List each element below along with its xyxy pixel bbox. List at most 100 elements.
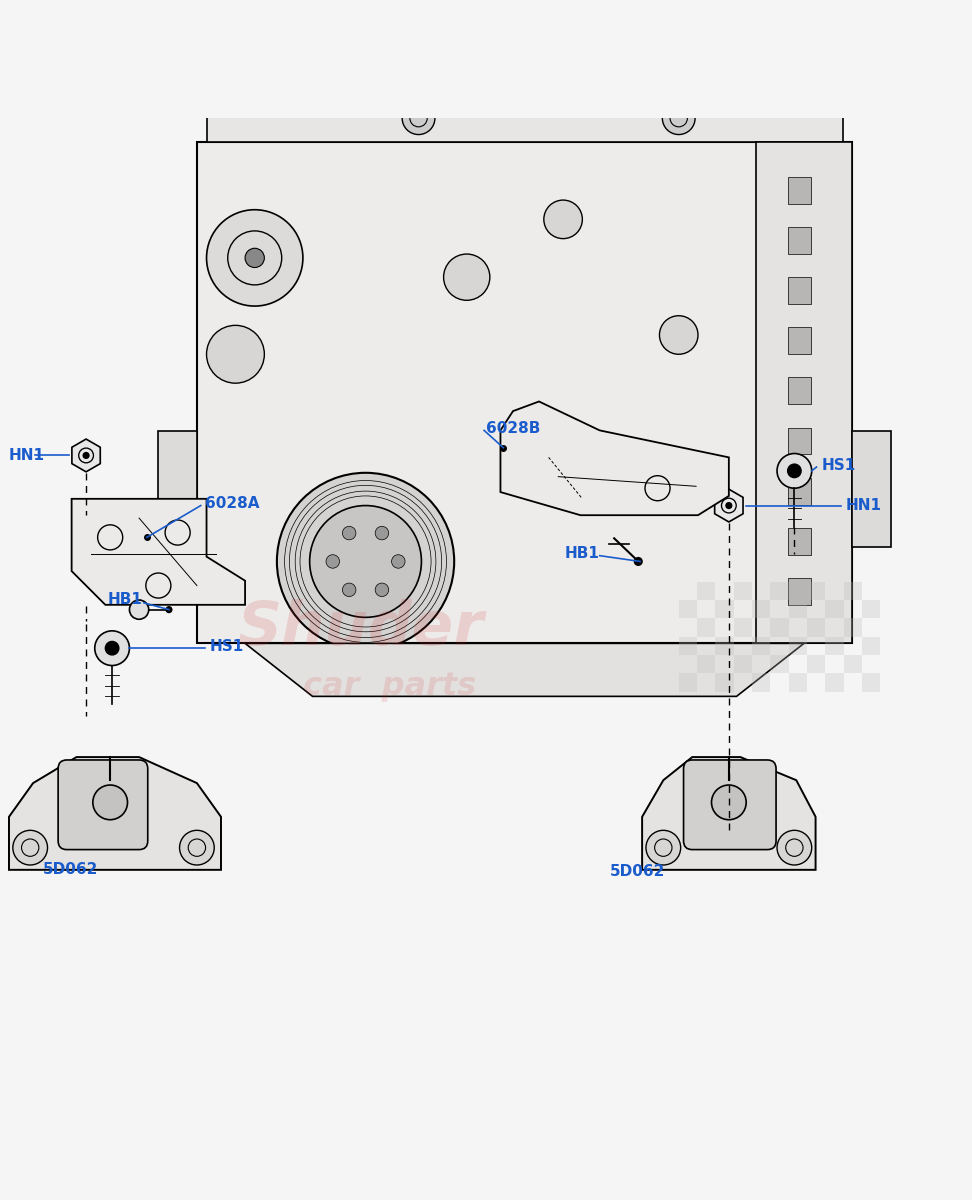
Bar <box>787 377 811 404</box>
Circle shape <box>105 642 119 655</box>
Circle shape <box>342 583 356 596</box>
Text: HN1: HN1 <box>846 498 882 514</box>
Polygon shape <box>756 143 852 643</box>
Text: Shuder: Shuder <box>237 600 484 659</box>
Circle shape <box>635 558 642 565</box>
Circle shape <box>392 554 405 568</box>
Bar <box>844 582 862 600</box>
Bar <box>807 655 825 673</box>
Circle shape <box>375 527 389 540</box>
Circle shape <box>662 102 695 134</box>
Bar <box>788 637 807 655</box>
Text: 5D062: 5D062 <box>43 863 98 877</box>
Bar <box>715 600 734 618</box>
Bar <box>752 600 770 618</box>
Bar <box>787 427 811 455</box>
Circle shape <box>206 210 303 306</box>
Circle shape <box>726 503 732 509</box>
Bar <box>697 582 715 600</box>
Circle shape <box>777 454 812 488</box>
Bar <box>770 582 788 600</box>
Circle shape <box>310 505 422 617</box>
Bar <box>787 227 811 254</box>
Polygon shape <box>9 757 221 870</box>
Bar <box>787 528 811 554</box>
Bar <box>697 618 715 637</box>
Bar <box>501 83 553 103</box>
Bar <box>807 582 825 600</box>
Bar <box>752 673 770 691</box>
Bar <box>697 655 715 673</box>
Bar <box>787 578 811 605</box>
Circle shape <box>13 830 48 865</box>
Bar <box>336 83 390 103</box>
Bar <box>788 600 807 618</box>
Bar <box>844 655 862 673</box>
Polygon shape <box>501 402 729 515</box>
Polygon shape <box>852 431 890 547</box>
Circle shape <box>94 631 129 666</box>
Circle shape <box>92 785 127 820</box>
Bar <box>787 176 811 204</box>
Circle shape <box>543 200 582 239</box>
Circle shape <box>84 452 89 458</box>
Circle shape <box>206 325 264 383</box>
Circle shape <box>787 464 801 478</box>
Circle shape <box>659 316 698 354</box>
Text: 6028A: 6028A <box>205 496 260 511</box>
Polygon shape <box>72 439 100 472</box>
FancyBboxPatch shape <box>683 760 776 850</box>
Bar <box>787 328 811 354</box>
Bar <box>419 83 471 103</box>
Bar <box>787 478 811 504</box>
Bar <box>734 655 752 673</box>
Text: 6028B: 6028B <box>486 421 540 436</box>
Text: 5D062: 5D062 <box>609 864 665 880</box>
Text: car  parts: car parts <box>303 671 476 702</box>
FancyBboxPatch shape <box>231 28 451 89</box>
Bar <box>715 673 734 691</box>
Bar <box>770 655 788 673</box>
Circle shape <box>402 102 434 134</box>
Polygon shape <box>245 643 804 696</box>
Bar <box>255 83 308 103</box>
Circle shape <box>712 785 746 820</box>
Bar <box>787 277 811 304</box>
Bar <box>862 600 880 618</box>
Bar <box>788 673 807 691</box>
Polygon shape <box>642 757 816 870</box>
Bar <box>862 637 880 655</box>
Bar <box>582 83 636 103</box>
FancyBboxPatch shape <box>197 143 852 643</box>
Text: HS1: HS1 <box>209 638 244 654</box>
Text: HB1: HB1 <box>107 593 142 607</box>
Bar <box>844 618 862 637</box>
Bar <box>825 600 844 618</box>
Circle shape <box>277 473 454 650</box>
Bar <box>862 673 880 691</box>
Circle shape <box>646 830 680 865</box>
Bar <box>734 618 752 637</box>
Bar <box>678 600 697 618</box>
Circle shape <box>129 600 149 619</box>
Polygon shape <box>714 490 743 522</box>
Polygon shape <box>158 431 197 547</box>
Bar <box>678 673 697 691</box>
Polygon shape <box>206 103 843 143</box>
Circle shape <box>342 527 356 540</box>
Bar <box>734 582 752 600</box>
Bar <box>770 618 788 637</box>
Bar <box>752 637 770 655</box>
Bar <box>678 637 697 655</box>
Bar <box>664 83 717 103</box>
Circle shape <box>166 607 172 612</box>
Bar <box>746 83 799 103</box>
Text: HB1: HB1 <box>565 546 600 562</box>
Circle shape <box>375 583 389 596</box>
Circle shape <box>180 830 214 865</box>
Bar <box>825 673 844 691</box>
Circle shape <box>245 248 264 268</box>
Bar <box>807 618 825 637</box>
Circle shape <box>326 554 339 568</box>
Text: HN1: HN1 <box>9 448 45 463</box>
